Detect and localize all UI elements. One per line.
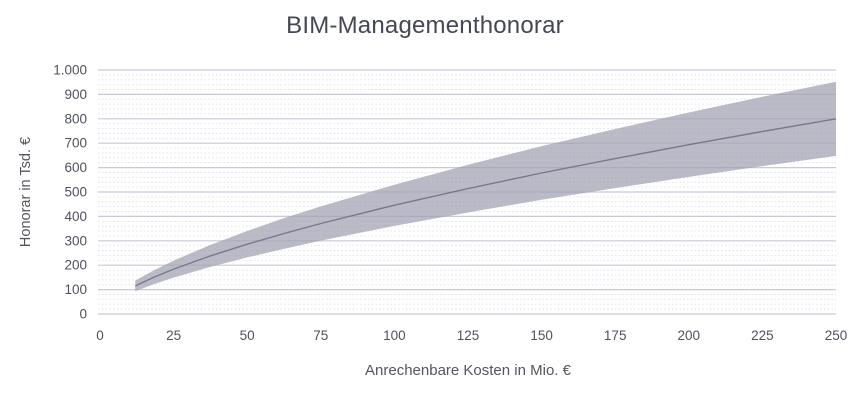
x-tick-label: 50 [240,328,255,343]
y-tick-label: 200 [64,258,87,273]
x-tick-label: 75 [313,328,328,343]
chart-title: BIM-Managementhonorar [286,12,564,39]
x-tick-label: 0 [96,328,104,343]
y-tick-label: 800 [64,111,87,126]
y-tick-label: 900 [64,87,87,102]
x-tick-label: 250 [825,328,848,343]
x-tick-label: 25 [166,328,181,343]
x-axis-title: Anrechenbare Kosten in Mio. € [365,362,571,379]
honorar-center-line [135,118,837,287]
x-tick-label: 100 [383,328,406,343]
y-tick-label: 500 [64,185,87,200]
y-tick-label: 400 [64,209,87,224]
x-tick-label: 225 [751,328,774,343]
x-tick-label: 175 [604,328,627,343]
x-tick-label: 125 [457,328,480,343]
y-tick-label: 1.000 [53,63,87,78]
x-tick-label: 200 [678,328,701,343]
y-tick-label: 700 [64,136,87,151]
y-tick-label: 600 [64,160,87,175]
y-tick-label: 100 [64,282,87,297]
y-tick-label: 300 [64,233,87,248]
honorar-band [135,81,837,292]
y-tick-label: 0 [79,307,87,322]
x-tick-label: 150 [530,328,553,343]
